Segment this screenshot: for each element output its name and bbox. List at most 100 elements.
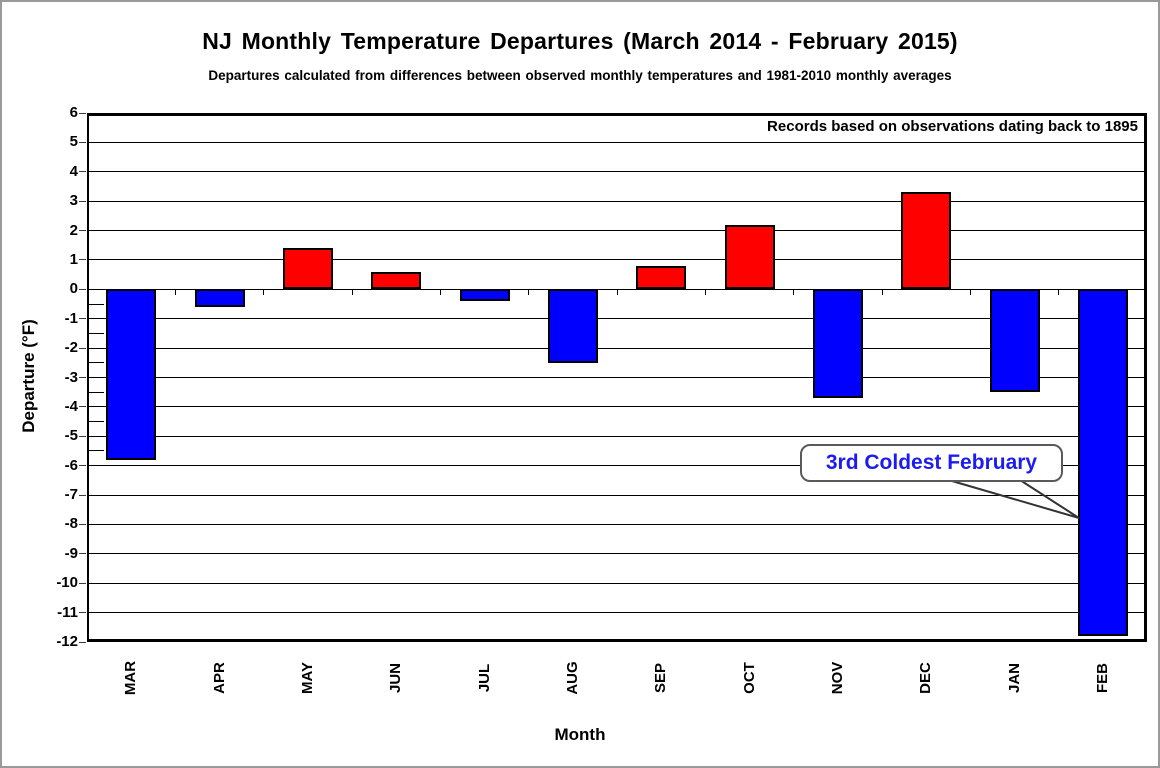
chart-subtitle: Departures calculated from differences b… — [208, 68, 952, 83]
x-axis-tick — [881, 289, 883, 296]
y-tick-label: -5 — [64, 427, 78, 445]
gridline — [87, 465, 1147, 467]
y-tick-label: 5 — [69, 133, 78, 151]
x-axis-tick — [1058, 289, 1060, 296]
y-tick-label: -1 — [64, 309, 78, 327]
bar-aug — [547, 289, 598, 363]
y-major-tick — [79, 112, 86, 114]
gridline — [87, 259, 1147, 261]
chart-title: NJ Monthly Temperature Departures (March… — [202, 28, 958, 54]
y-major-tick — [79, 406, 86, 408]
y-major-tick — [79, 612, 86, 614]
gridline — [87, 171, 1147, 173]
x-tick-label-dec: DEC — [917, 662, 935, 694]
x-tick-label-aug: AUG — [563, 661, 581, 695]
y-minor-tick — [87, 450, 104, 452]
x-axis-tick — [528, 289, 530, 296]
y-tick-label: -2 — [64, 339, 78, 357]
x-tick-label-oct: OCT — [740, 662, 758, 694]
y-major-tick — [79, 318, 86, 320]
x-axis-tick — [704, 289, 706, 296]
x-axis-tick — [174, 289, 176, 296]
x-axis-tick — [439, 289, 441, 296]
records-note: Records based on observations dating bac… — [767, 118, 1138, 135]
y-minor-tick — [87, 332, 104, 334]
x-tick-label-jun: JUN — [387, 663, 405, 694]
x-tick-label-nov: NOV — [828, 661, 846, 695]
gridline — [87, 523, 1147, 525]
y-minor-tick — [87, 391, 104, 393]
plot-border-top — [87, 113, 1147, 116]
annotation-callout: 3rd Coldest February — [800, 444, 1063, 482]
y-minor-tick — [87, 362, 104, 364]
gridline — [87, 230, 1147, 232]
gridline — [87, 553, 1147, 555]
y-tick-label: 1 — [69, 250, 78, 268]
bar-jun — [371, 271, 422, 290]
y-tick-label: -4 — [64, 397, 78, 415]
y-major-tick — [79, 494, 86, 496]
bar-oct — [724, 224, 775, 290]
y-tick-label: -9 — [64, 544, 78, 562]
y-tick-label: 0 — [69, 280, 78, 298]
bar-nov — [812, 289, 863, 399]
x-tick-label-jan: JAN — [1005, 663, 1023, 694]
bar-sep — [636, 265, 687, 290]
x-tick-label-mar: MAR — [122, 660, 140, 696]
x-axis-tick — [793, 289, 795, 296]
gridline — [87, 141, 1147, 143]
bar-feb — [1077, 289, 1128, 637]
gridline — [87, 494, 1147, 496]
y-major-tick — [79, 288, 86, 290]
bar-dec — [901, 192, 952, 290]
x-tick-label-may: MAY — [298, 662, 316, 694]
y-major-tick — [79, 141, 86, 143]
y-major-tick — [79, 377, 86, 378]
y-tick-label: -3 — [64, 368, 78, 386]
y-tick-label: -11 — [57, 603, 78, 621]
bar-jul — [459, 289, 510, 302]
y-tick-label: -8 — [64, 515, 78, 533]
y-tick-label: 6 — [69, 104, 78, 121]
y-tick-label: 3 — [69, 192, 78, 210]
bar-jan — [989, 289, 1040, 393]
y-major-tick — [79, 347, 86, 349]
x-tick-label-sep: SEP — [652, 663, 670, 694]
y-tick-label: -7 — [64, 486, 78, 504]
y-tick-label: -6 — [64, 456, 78, 474]
y-minor-tick — [87, 303, 104, 305]
y-minor-tick — [87, 421, 104, 423]
x-axis-tick — [616, 289, 618, 296]
y-tick-label: 4 — [69, 162, 78, 180]
bar-mar — [106, 289, 157, 460]
x-axis-title: Month — [554, 725, 606, 744]
gridline — [87, 406, 1147, 408]
y-major-tick — [79, 582, 86, 584]
y-major-tick — [79, 465, 86, 467]
x-tick-label-feb: FEB — [1093, 663, 1111, 693]
y-major-tick — [79, 523, 86, 525]
y-tick-label: -12 — [56, 633, 78, 650]
bar-may — [282, 248, 333, 290]
bar-apr — [194, 289, 245, 307]
callout-tail — [951, 479, 1080, 519]
gridline — [87, 435, 1147, 437]
y-major-tick — [79, 171, 86, 173]
gridline — [87, 347, 1147, 349]
plot-area: Records based on observations dating bac… — [79, 112, 1147, 643]
x-axis-tick — [969, 289, 971, 296]
x-tick-label-jul: JUL — [475, 663, 493, 693]
y-major-tick — [79, 435, 86, 437]
plot-border-bottom — [87, 639, 1147, 642]
y-major-tick — [79, 641, 86, 643]
x-axis-tick — [263, 289, 265, 296]
x-tick-label-apr: APR — [210, 662, 228, 694]
x-axis-tick — [351, 289, 353, 296]
y-major-tick — [79, 200, 86, 202]
y-major-tick — [79, 553, 86, 555]
y-major-tick — [79, 259, 86, 261]
gridline — [87, 200, 1147, 202]
annotation-label: 3rd Coldest February — [825, 451, 1038, 474]
y-axis-line — [87, 113, 89, 642]
